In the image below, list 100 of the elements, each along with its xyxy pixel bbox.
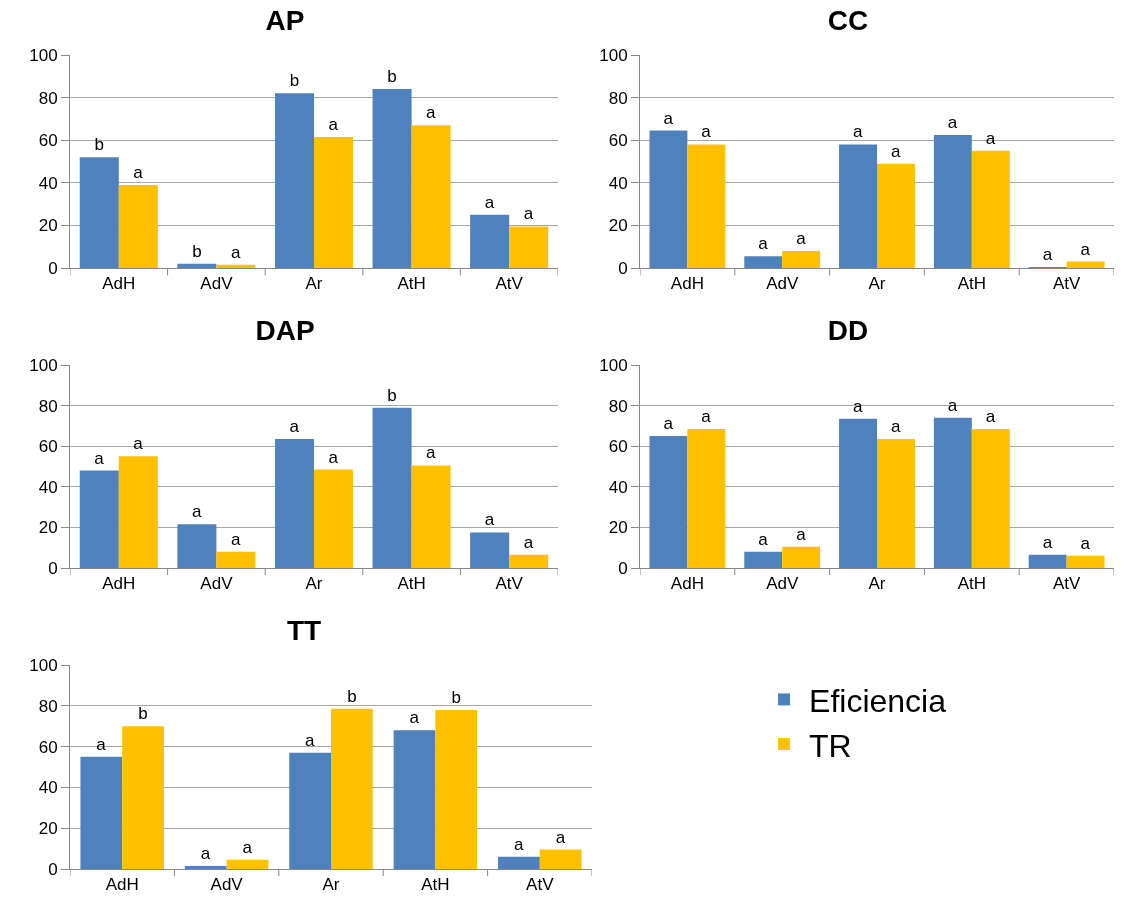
bar: [118, 456, 158, 568]
data-label: a: [796, 228, 807, 248]
data-label: a: [289, 417, 300, 437]
x-tick-label: AdH: [670, 574, 704, 594]
x-tick-label: AdV: [766, 574, 799, 594]
y-tick-label: 80: [38, 396, 58, 416]
data-label: a: [555, 827, 566, 847]
y-tick-label: 20: [38, 819, 58, 839]
y-tick-label: 60: [38, 437, 58, 457]
data-label: a: [513, 834, 524, 854]
data-label: a: [758, 234, 769, 254]
bar: [274, 93, 314, 268]
y-tick-label: 60: [38, 131, 58, 151]
bar: [411, 125, 451, 268]
bar: [216, 551, 256, 568]
bar: [498, 856, 540, 869]
x-tick-label: Ar: [868, 274, 886, 294]
bar: [1066, 261, 1105, 268]
y-tick-label: 0: [48, 258, 58, 278]
y-tick-label: 100: [599, 45, 628, 65]
data-label: b: [289, 71, 300, 91]
data-label: a: [1042, 244, 1053, 264]
x-tick-label: AdV: [200, 274, 234, 294]
bar: [649, 436, 688, 568]
data-label: a: [985, 406, 996, 426]
bar: [226, 859, 269, 869]
x-tick-label: AdH: [105, 875, 139, 895]
data-label: a: [853, 122, 864, 142]
data-label: a: [1080, 533, 1091, 553]
bar: [177, 263, 217, 268]
legend-label: Eficiencia: [809, 682, 947, 719]
x-tick-label: AtH: [397, 274, 426, 294]
bar: [782, 546, 821, 568]
y-tick-label: 80: [608, 396, 628, 416]
data-label: a: [663, 414, 674, 434]
x-tick-label: AdH: [102, 574, 136, 594]
chart-title: CC: [827, 4, 869, 36]
bar: [216, 264, 256, 268]
y-tick-label: 0: [48, 859, 58, 879]
data-label: a: [426, 103, 437, 123]
y-tick-label: 100: [599, 355, 628, 375]
legend-label: TR: [809, 727, 852, 764]
bar: [649, 130, 688, 268]
y-tick-label: 20: [38, 216, 58, 236]
y-tick-label: 60: [38, 737, 58, 757]
y-tick-label: 0: [618, 558, 628, 578]
bar: [122, 726, 164, 869]
x-tick-label: AtH: [957, 574, 986, 594]
bar: [782, 250, 821, 268]
x-tick-label: AdH: [670, 274, 704, 294]
x-tick-label: AtV: [1052, 274, 1081, 294]
bar: [877, 439, 915, 568]
y-tick-label: 80: [38, 88, 58, 108]
data-label: a: [328, 447, 339, 467]
y-tick-label: 40: [608, 477, 628, 497]
x-tick-label: AtV: [526, 875, 555, 895]
y-tick-label: 100: [29, 45, 58, 65]
data-label: a: [94, 448, 105, 468]
data-label: b: [387, 67, 397, 87]
y-tick-label: 60: [608, 131, 628, 151]
x-tick-label: Ar: [868, 574, 886, 594]
bar: [744, 551, 783, 568]
data-label: a: [484, 192, 495, 212]
data-label: a: [230, 242, 241, 262]
x-tick-label: AdV: [210, 875, 244, 895]
y-tick-label: 40: [38, 477, 58, 497]
bar: [744, 256, 783, 268]
bar: [314, 137, 354, 268]
data-label: a: [133, 162, 144, 182]
bar: [435, 709, 478, 869]
bar: [470, 532, 510, 568]
bar: [289, 752, 331, 869]
bar: [509, 226, 549, 268]
data-label: a: [758, 529, 769, 549]
data-label: a: [985, 128, 996, 148]
bar: [411, 465, 451, 568]
x-tick-label: Ar: [305, 574, 323, 594]
y-tick-label: 80: [38, 696, 58, 716]
bar: [372, 89, 412, 268]
y-tick-label: 20: [38, 518, 58, 538]
y-tick-label: 20: [608, 216, 628, 236]
data-label: b: [347, 686, 357, 706]
y-tick-label: 0: [48, 558, 58, 578]
data-label: a: [890, 141, 901, 161]
data-label: a: [328, 115, 339, 135]
chart-title: DAP: [255, 314, 315, 346]
bar: [79, 470, 119, 568]
x-tick-label: Ar: [305, 274, 323, 294]
y-tick-label: 0: [618, 258, 628, 278]
data-label: a: [663, 108, 674, 128]
data-label: a: [96, 734, 107, 754]
data-label: b: [138, 704, 148, 724]
chart-title: AP: [265, 4, 305, 36]
bar: [372, 407, 412, 568]
data-label: a: [305, 730, 316, 750]
bar: [80, 756, 123, 869]
bar: [470, 214, 510, 268]
data-label: a: [242, 837, 253, 857]
bar: [839, 418, 877, 568]
data-label: a: [191, 502, 202, 522]
